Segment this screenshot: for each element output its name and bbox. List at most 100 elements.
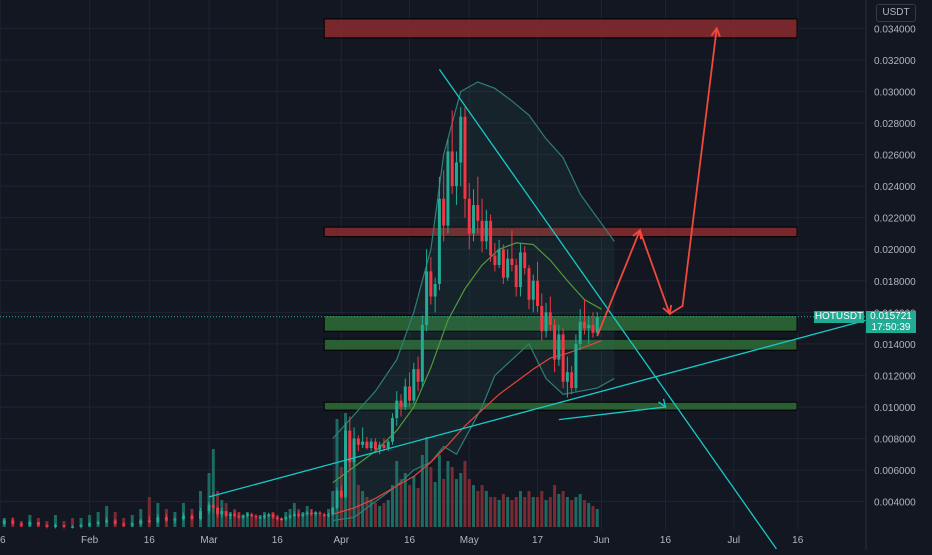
candle-body [211, 504, 215, 508]
price-tick-label: 0.024000 [874, 182, 916, 193]
volume-bar [147, 497, 151, 527]
candle-body [497, 249, 501, 265]
volume-bar [262, 512, 266, 527]
candle-body [292, 514, 296, 516]
candle-body [164, 517, 168, 521]
volume-bar [510, 500, 514, 527]
volume-bar [62, 521, 66, 527]
time-axis[interactable]: 16 Feb 16 Mar 16 Apr 16 May 17 Jun 16 Jul 16 [0, 535, 804, 546]
volume-bar [459, 473, 463, 527]
candle-body [335, 490, 339, 508]
candle-body [280, 518, 284, 520]
volume-bar [228, 512, 232, 527]
time-tick-label: 16 [144, 535, 156, 546]
candle-body [309, 512, 313, 515]
symbol-price-label: HOTUSDT [814, 310, 864, 323]
candle-body [275, 517, 279, 519]
candle-body [356, 438, 360, 445]
currency-button[interactable]: USDT [876, 4, 916, 22]
candle-body [156, 517, 160, 523]
volume-bar [275, 515, 279, 527]
volume-bar [314, 512, 318, 527]
candle-body [450, 151, 454, 187]
price-zones [323, 18, 798, 411]
price-tick-label: 0.014000 [874, 340, 916, 351]
candle-body [207, 504, 211, 512]
volume-bar [557, 494, 561, 527]
drawing-tools [208, 26, 867, 550]
time-tick-label: 16 [0, 535, 6, 546]
last-price-tag: 0.015721 17:50:39 [866, 310, 916, 333]
volume-bar [271, 512, 275, 527]
volume-bar [237, 512, 241, 527]
price-tick-label: 0.034000 [874, 24, 916, 35]
volume-bar [442, 479, 446, 527]
candle-body [463, 116, 467, 199]
candle-body [53, 525, 57, 527]
candle-body [548, 312, 552, 325]
volume-bar [570, 500, 574, 527]
candle-body [216, 507, 220, 515]
price-tick-label: 0.030000 [874, 87, 916, 98]
price-tick-label: 0.028000 [874, 119, 916, 130]
support-zone [323, 314, 798, 332]
bollinger-upper-line [332, 81, 615, 439]
grid-lines [0, 0, 866, 530]
candle-body [386, 441, 390, 448]
candle-body [220, 511, 224, 515]
candle-body [595, 317, 599, 333]
volume-bar [53, 515, 57, 527]
volume-bar [437, 455, 441, 527]
price-tick-label: 0.010000 [874, 403, 916, 414]
candle-body [442, 198, 446, 226]
candle-body [420, 324, 424, 382]
candle-body [365, 441, 369, 448]
volume-bar [280, 518, 284, 527]
volume-bar [369, 500, 373, 527]
price-axis[interactable]: 0.004000 0.006000 0.008000 0.010000 0.012000… [874, 24, 916, 508]
candle-body [454, 162, 458, 187]
candle-body [105, 520, 109, 523]
candle-body [536, 280, 540, 307]
volume-bar [373, 503, 377, 527]
candle-body [237, 515, 241, 518]
candle-body [459, 116, 463, 163]
volume-bar [105, 506, 109, 527]
volume-bar [518, 491, 522, 527]
volume-bar [399, 479, 403, 527]
volume-bar [472, 485, 476, 527]
candle-body [531, 280, 535, 300]
volume-bar [587, 503, 591, 527]
candle-body [28, 522, 32, 526]
volume-bar [527, 491, 531, 527]
candle-body [561, 334, 565, 382]
candle-body [45, 525, 49, 527]
volume-bar [352, 461, 356, 527]
volume-bar [245, 512, 249, 527]
volume-bar [408, 485, 412, 527]
candle-body [271, 514, 275, 518]
volume-bar [326, 509, 330, 527]
volume-bar [429, 467, 433, 527]
candle-body [523, 252, 527, 269]
price-tick-label: 0.026000 [874, 151, 916, 162]
price-tick-label: 0.008000 [874, 435, 916, 446]
volume-bar [506, 497, 510, 527]
volume-bar [258, 515, 262, 527]
time-tick-label: 16 [660, 535, 672, 546]
last-price-value: 0.015721 [870, 310, 912, 322]
candle-body [258, 517, 262, 519]
volume-bar [386, 500, 390, 527]
price-tick-label: 0.020000 [874, 245, 916, 256]
volume-bar [433, 482, 437, 527]
price-tick-label: 0.004000 [874, 498, 916, 509]
candle-body [540, 306, 544, 332]
volume-bar [241, 515, 245, 527]
candle-body [446, 151, 450, 226]
symbol-label: HOTUSDT [814, 310, 864, 322]
candle-body [130, 523, 134, 526]
candle-body [412, 369, 416, 401]
forecast-arrow-head [632, 228, 642, 240]
